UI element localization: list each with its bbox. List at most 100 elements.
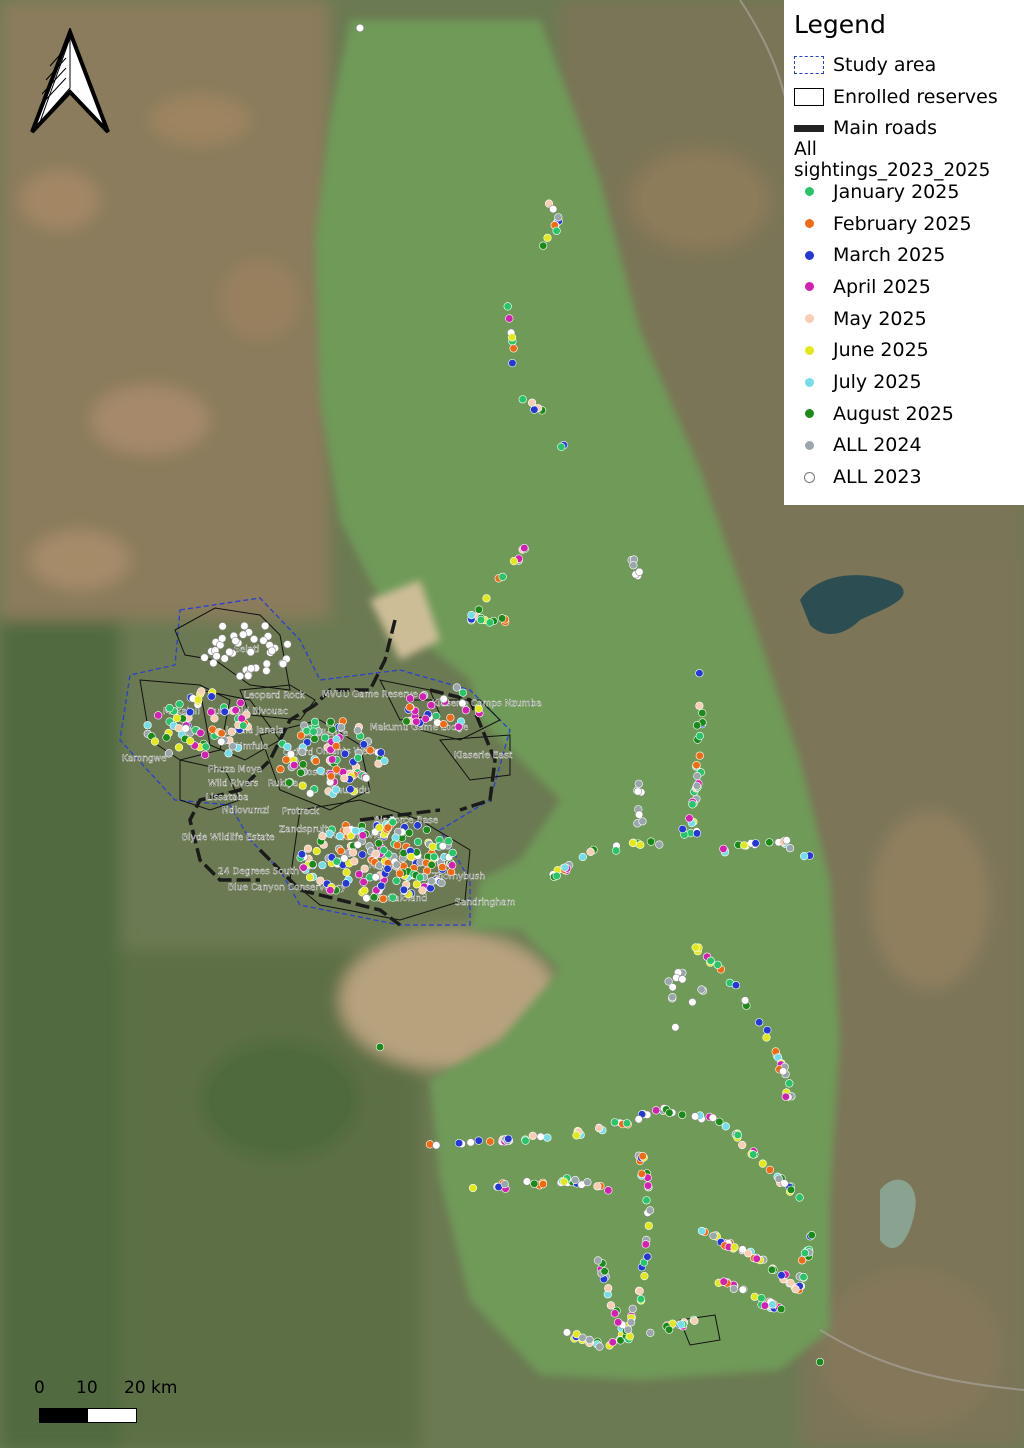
sighting-point xyxy=(194,695,203,704)
sighting-dot-icon xyxy=(803,249,815,261)
sighting-point xyxy=(359,877,368,887)
sighting-point xyxy=(371,849,380,858)
sighting-point xyxy=(360,886,369,895)
sighting-point xyxy=(310,717,320,727)
sighting-point xyxy=(755,1018,764,1027)
sighting-point xyxy=(210,714,219,723)
sighting-point xyxy=(240,621,249,631)
sighting-point xyxy=(668,992,677,1002)
sighting-point xyxy=(174,724,183,733)
sighting-point xyxy=(780,1179,789,1188)
sighting-point xyxy=(220,707,229,716)
legend-item-reserves: Enrolled reserves xyxy=(794,81,1014,113)
reserve-label: Wild Rivers xyxy=(208,779,259,789)
sighting-label: March 2025 xyxy=(833,244,946,267)
sighting-point xyxy=(706,956,715,965)
sighting-point xyxy=(688,997,697,1007)
sighting-swatch xyxy=(794,468,824,486)
sighting-point xyxy=(321,733,330,742)
sighting-point xyxy=(370,893,379,902)
reserve-label: Leopard Rock xyxy=(244,691,306,701)
sighting-point xyxy=(611,846,621,855)
sighting-point xyxy=(768,1300,777,1309)
reserve-label: MVUU Game Reserve xyxy=(322,690,418,700)
sighting-point xyxy=(380,756,389,766)
sighting-point xyxy=(719,844,728,854)
legend-panel: Legend Study area Enrolled reserves Main… xyxy=(784,0,1024,505)
sightings-heading: All sightings_2023_2025 xyxy=(794,139,991,182)
sighting-point xyxy=(427,877,436,886)
sighting-point xyxy=(316,876,325,885)
sighting-point xyxy=(474,1136,483,1145)
sighting-point xyxy=(342,868,351,877)
sighting-point xyxy=(738,1285,747,1294)
sighting-point xyxy=(729,1284,738,1293)
sighting-point xyxy=(543,233,552,242)
sighting-point xyxy=(298,747,307,756)
scale-label-20: 20 km xyxy=(124,1378,178,1398)
sighting-point xyxy=(644,1221,653,1230)
sighting-point xyxy=(342,826,351,835)
sighting-point xyxy=(623,1325,633,1334)
sighting-point xyxy=(201,742,210,751)
sighting-point xyxy=(231,636,240,646)
sighting-point xyxy=(668,983,677,992)
sighting-label: ALL 2023 xyxy=(833,466,922,489)
sighting-point xyxy=(353,840,362,849)
legend-item-sighting: ALL 2023 xyxy=(794,461,1014,493)
legend-item-sighting: March 2025 xyxy=(794,239,1014,271)
sighting-point xyxy=(738,1140,747,1150)
sighting-point xyxy=(458,699,467,708)
sighting-point xyxy=(685,814,694,823)
sighting-point xyxy=(290,760,299,770)
sighting-point xyxy=(299,760,308,769)
sighting-point xyxy=(651,1106,661,1115)
sighting-point xyxy=(351,826,360,835)
sighting-point xyxy=(482,594,491,603)
sighting-point xyxy=(383,864,392,873)
sighting-point xyxy=(326,886,335,895)
sighting-point xyxy=(224,749,233,758)
sighting-point xyxy=(392,860,401,869)
sighting-point xyxy=(350,857,359,866)
legend-item-sighting: ALL 2024 xyxy=(794,430,1014,462)
sighting-point xyxy=(448,848,457,858)
sighting-point xyxy=(774,1174,783,1183)
sighting-label: July 2025 xyxy=(833,371,922,394)
sighting-point xyxy=(446,713,455,722)
sighting-point xyxy=(571,1175,580,1185)
sighting-point xyxy=(406,852,416,862)
sighting-point xyxy=(709,1231,718,1240)
sighting-point xyxy=(539,241,548,250)
reserve-label: Karongwe xyxy=(122,754,167,764)
sighting-point xyxy=(543,1133,552,1142)
sighting-point xyxy=(785,1079,794,1088)
sighting-point xyxy=(608,1338,617,1347)
sighting-point xyxy=(500,1179,509,1189)
sighting-point xyxy=(413,837,423,847)
sighting-point xyxy=(800,1248,810,1258)
sighting-point xyxy=(235,671,245,681)
sighting-point xyxy=(375,861,384,870)
sighting-point xyxy=(544,199,554,208)
sighting-point xyxy=(308,860,317,869)
sighting-point xyxy=(458,688,468,697)
sighting-point xyxy=(633,787,643,796)
sighting-point xyxy=(306,789,315,798)
scale-bar: 0 10 20 km xyxy=(30,1378,190,1430)
sighting-point xyxy=(358,850,367,859)
sighting-point xyxy=(507,333,517,342)
sighting-point xyxy=(508,359,517,368)
sighting-point xyxy=(536,1132,545,1141)
sighting-point xyxy=(559,1177,569,1186)
sighting-dot-icon xyxy=(803,471,815,483)
sighting-point xyxy=(353,726,362,735)
sighting-point xyxy=(405,828,414,837)
sighting-point xyxy=(719,1277,728,1286)
sighting-point xyxy=(777,1271,786,1280)
sighting-point xyxy=(593,1256,603,1265)
sighting-dot-icon xyxy=(803,218,815,230)
sighting-point xyxy=(692,761,701,770)
legend-item-roads: Main roads xyxy=(794,112,1014,144)
reserve-label: Makalali xyxy=(163,707,200,717)
